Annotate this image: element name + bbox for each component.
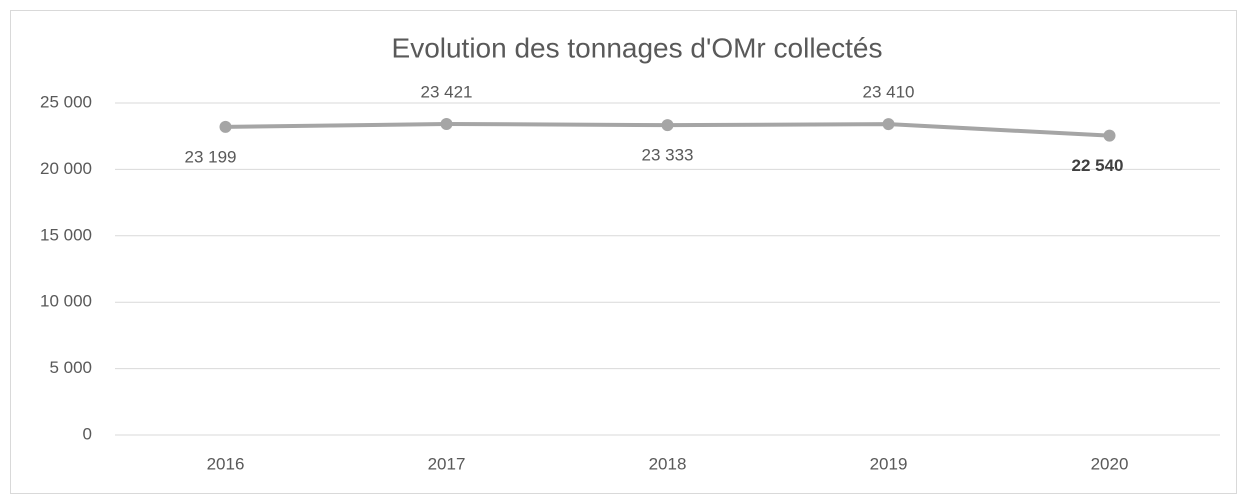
x-tick-label: 2018 (649, 454, 687, 473)
y-tick-label: 0 (83, 424, 92, 443)
x-tick-label: 2016 (207, 454, 245, 473)
point (1103, 129, 1116, 142)
data-label: 23 410 (863, 83, 915, 102)
data-label: 23 333 (642, 146, 694, 165)
y-tick-label: 15 000 (40, 225, 92, 244)
y-tick-label: 20 000 (40, 159, 92, 178)
y-tick-label: 10 000 (40, 292, 92, 311)
x-tick-label: 2017 (428, 454, 466, 473)
data-label: 23 421 (421, 82, 473, 101)
chart-title: Evolution des tonnages d'OMr collectés (392, 32, 883, 63)
y-tick-label: 25 000 (40, 92, 92, 111)
point (219, 120, 232, 133)
y-tick-label: 5 000 (49, 358, 92, 377)
point (440, 117, 453, 130)
point (661, 119, 674, 132)
x-tick-label: 2020 (1091, 454, 1129, 473)
data-label: 23 199 (185, 147, 237, 166)
chart-frame (10, 10, 1237, 494)
x-tick-label: 2019 (870, 454, 908, 473)
point (882, 118, 895, 131)
data-label: 22 540 (1072, 156, 1124, 175)
